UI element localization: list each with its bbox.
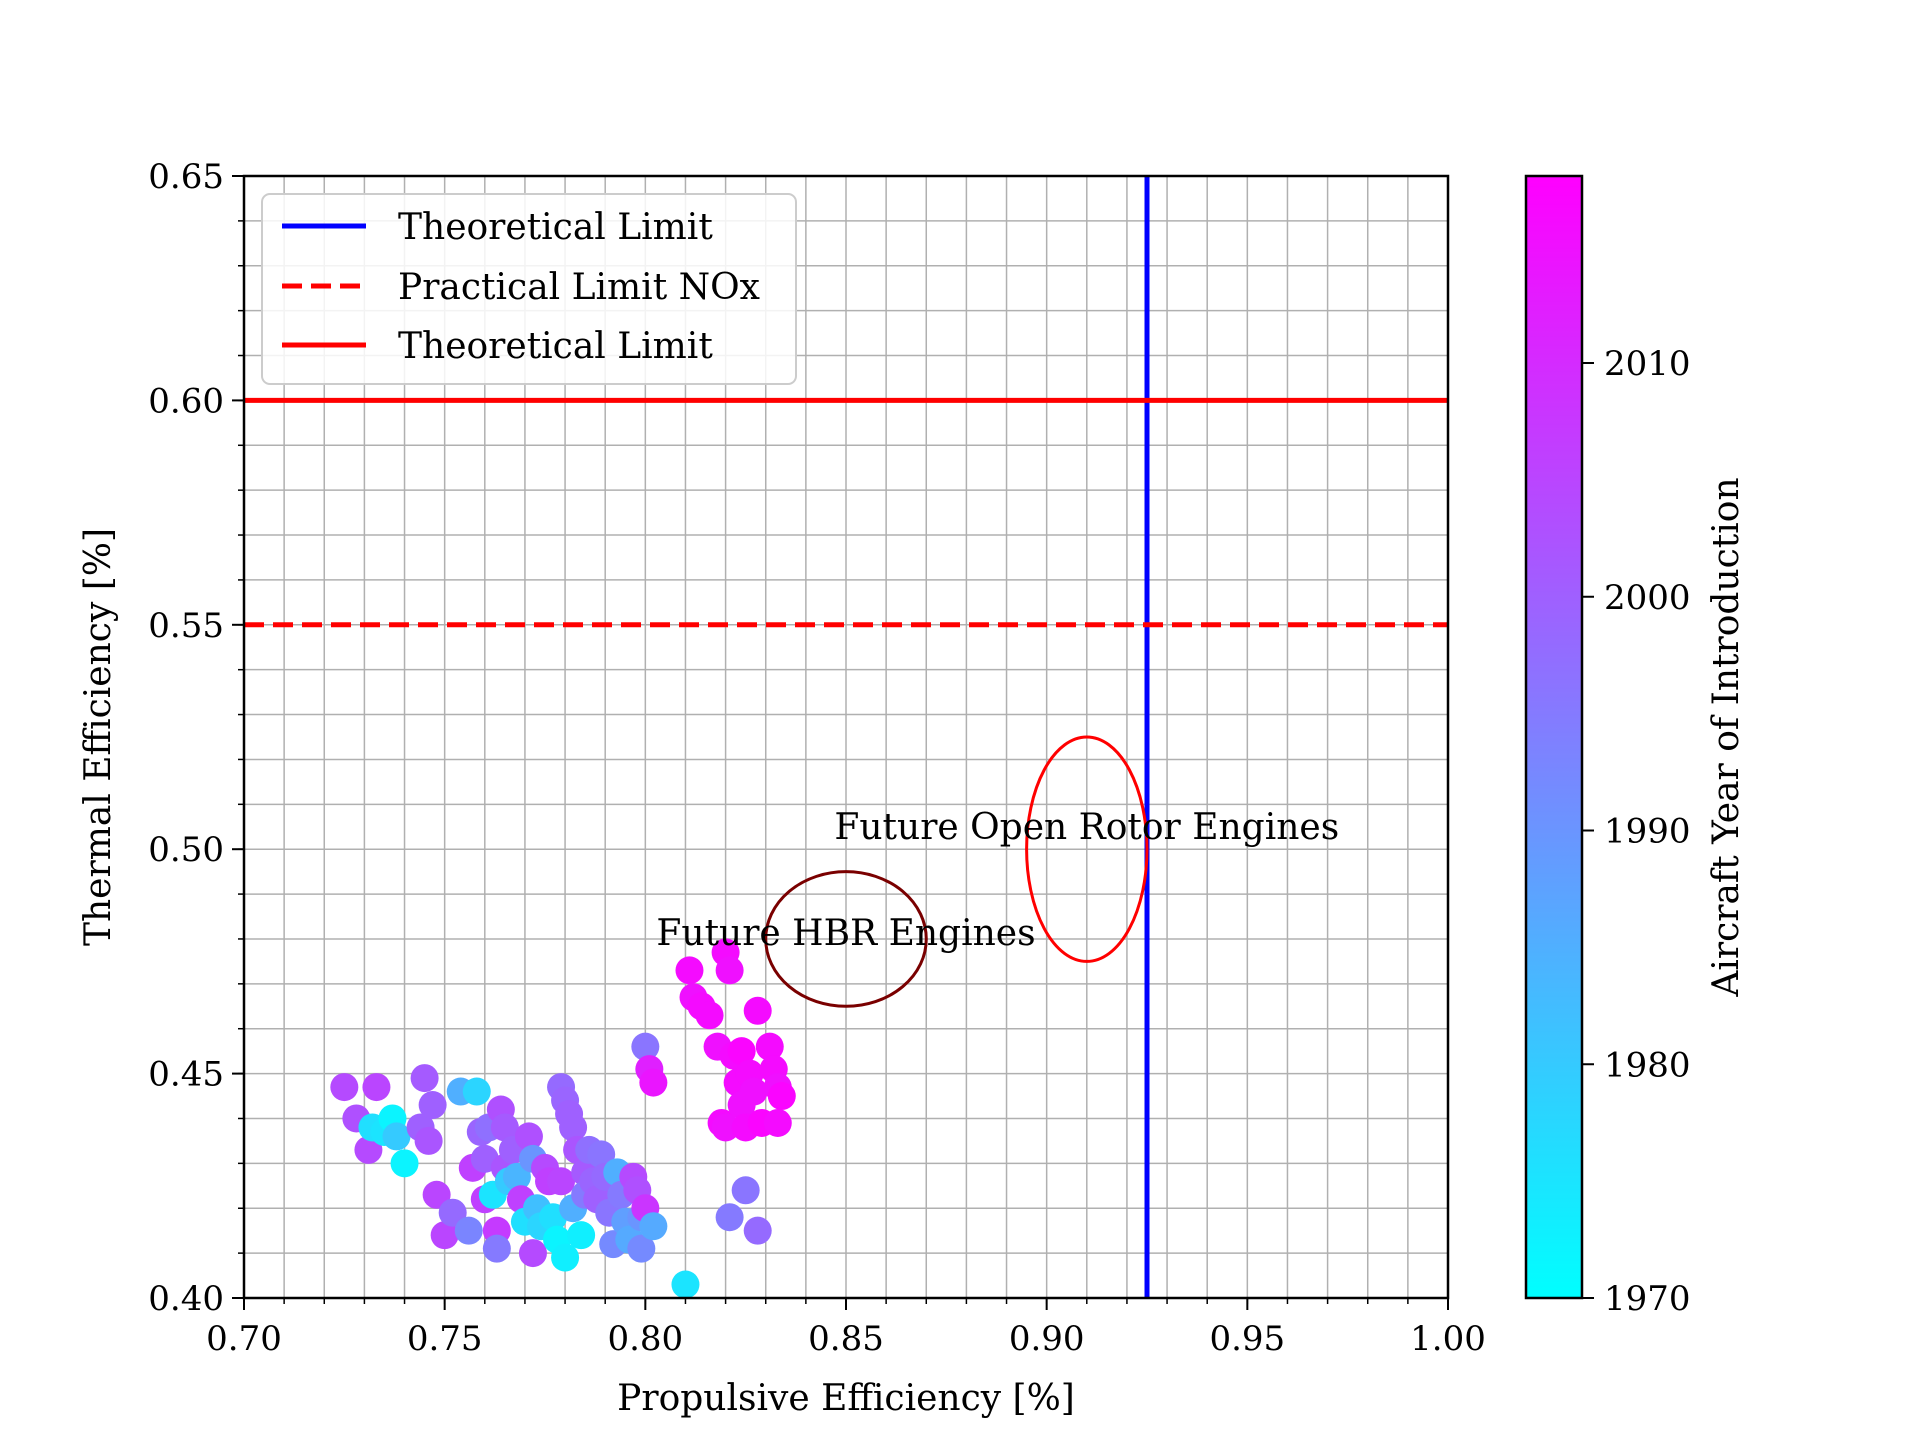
- data-point: [430, 1221, 459, 1250]
- data-point: [715, 1203, 744, 1232]
- data-point: [639, 1068, 668, 1097]
- data-point: [410, 1064, 439, 1093]
- x-tick-label: 0.95: [1209, 1319, 1285, 1359]
- data-point: [695, 1001, 724, 1030]
- data-point: [547, 1167, 576, 1196]
- data-point: [627, 1234, 656, 1263]
- data-point: [362, 1073, 391, 1102]
- legend-label-theoretical-limit-red: Theoretical Limit: [398, 326, 713, 367]
- legend-label-theoretical-limit-blue: Theoretical Limit: [398, 207, 713, 248]
- colorbar-tick-label: 1980: [1604, 1045, 1691, 1085]
- y-tick-label: 0.60: [148, 381, 224, 421]
- data-point: [414, 1126, 443, 1155]
- data-point: [743, 996, 772, 1025]
- data-point: [767, 1082, 796, 1111]
- x-axis-label: Propulsive Efficiency [%]: [617, 1378, 1075, 1419]
- data-point: [711, 1113, 740, 1142]
- data-point: [482, 1234, 511, 1263]
- reference-lines: [244, 176, 1448, 1298]
- colorbar-ticks: 1970 1980 1990 2000 2010: [1582, 344, 1691, 1319]
- x-tick-label: 0.90: [1009, 1319, 1085, 1359]
- data-point: [639, 1212, 668, 1241]
- data-point: [422, 1180, 451, 1209]
- y-tick-label: 0.45: [148, 1055, 224, 1095]
- data-point: [727, 1037, 756, 1066]
- data-point: [330, 1073, 359, 1102]
- data-point: [715, 956, 744, 985]
- data-point: [462, 1077, 491, 1106]
- data-point: [675, 956, 704, 985]
- y-axis-label: Thermal Efficiency [%]: [78, 528, 119, 946]
- x-tick-label: 0.70: [206, 1319, 282, 1359]
- legend-box: [261, 193, 797, 385]
- data-point: [490, 1113, 519, 1142]
- data-point: [354, 1135, 383, 1164]
- data-point: [551, 1243, 580, 1272]
- data-point: [567, 1221, 596, 1250]
- data-point: [587, 1140, 616, 1169]
- y-tick-label: 0.55: [148, 606, 224, 646]
- data-point: [518, 1239, 547, 1268]
- colorbar-tick-label: 2000: [1604, 578, 1691, 618]
- data-point: [514, 1122, 543, 1151]
- data-point: [382, 1122, 411, 1151]
- data-point: [390, 1149, 419, 1178]
- colorbar-tick-label: 2010: [1604, 344, 1691, 384]
- data-point: [739, 1077, 768, 1106]
- legend-label-practical-limit-nox: Practical Limit NOx: [398, 267, 760, 308]
- x-tick-label: 0.75: [407, 1319, 483, 1359]
- axis-ticks: 0.70 0.75 0.80 0.85 0.90 0.95 1.00 0.40 0.45 0.50…: [148, 157, 1486, 1359]
- data-point: [559, 1113, 588, 1142]
- data-points: [330, 938, 796, 1298]
- data-point: [631, 1032, 660, 1061]
- data-point: [502, 1162, 531, 1191]
- data-point: [418, 1091, 447, 1120]
- open-rotor-engines-ellipse: [1025, 735, 1149, 963]
- y-tick-label: 0.65: [148, 157, 224, 197]
- data-point: [763, 1108, 792, 1137]
- x-tick-label: 0.80: [607, 1319, 683, 1359]
- x-tick-label: 0.85: [808, 1319, 884, 1359]
- data-point: [671, 1270, 700, 1298]
- data-point: [731, 1176, 760, 1205]
- region-ellipses: Future HBR Engines Future Open Rotor Engi…: [656, 735, 1339, 1008]
- colorbar-label: Aircraft Year of Introduction: [1706, 477, 1747, 997]
- data-point: [755, 1032, 784, 1061]
- data-point: [438, 1198, 467, 1227]
- y-tick-label: 0.40: [148, 1279, 224, 1319]
- legend: Theoretical Limit Practical Limit NOx Th…: [261, 193, 797, 385]
- y-tick-label: 0.50: [148, 830, 224, 870]
- colorbar-tick-label: 1970: [1604, 1279, 1691, 1319]
- hbr-engines-label: Future HBR Engines: [656, 913, 1035, 954]
- hbr-engines-ellipse: [764, 870, 928, 1008]
- x-tick-label: 1.00: [1410, 1319, 1486, 1359]
- colorbar: [1524, 174, 1584, 1300]
- colorbar-tick-label: 1990: [1604, 812, 1691, 852]
- open-rotor-engines-label: Future Open Rotor Engines: [834, 807, 1339, 848]
- data-point: [454, 1216, 483, 1245]
- data-point: [743, 1216, 772, 1245]
